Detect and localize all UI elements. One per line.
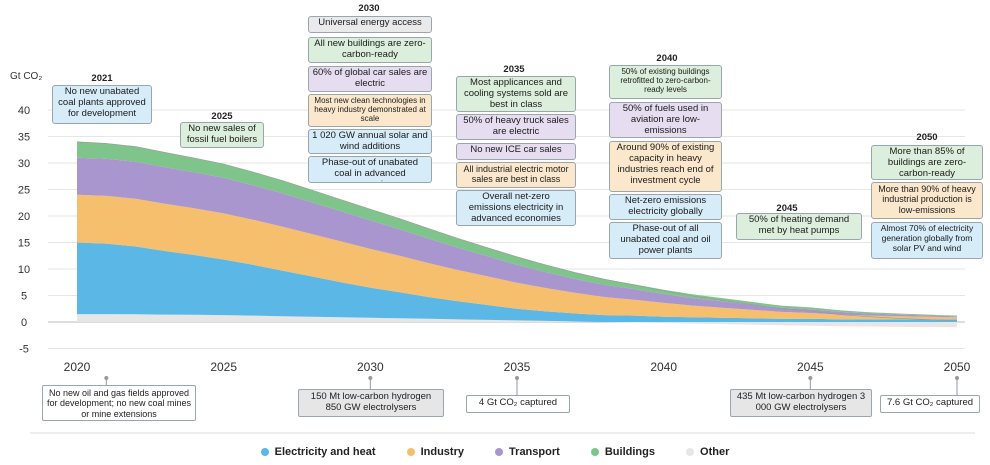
y-tick-label: 25 [18, 185, 30, 197]
note-2050-captured: 7.6 Gt CO₂ captured [880, 395, 980, 413]
year-label-2021: 2021 [91, 73, 113, 84]
legend-swatch-other [686, 448, 695, 457]
x-tick-label: 2045 [797, 360, 824, 374]
milestone-2030-car-sales: 60% of global car sales are electric [308, 66, 432, 92]
milestone-2035-electricity: Overall net-zero emissions electricity i… [456, 190, 576, 226]
milestone-2030-heavy-industry: Most new clean technologies in heavy ind… [308, 94, 432, 127]
y-tick-label: 10 [18, 264, 30, 276]
area-industry [77, 194, 957, 320]
note-leader-dot [368, 376, 373, 380]
milestone-2030-buildings: All new buildings are zero-carbon-ready [308, 37, 432, 63]
x-tick-label: 2040 [650, 360, 677, 374]
note-2021-oil-gas: No new oil and gas fields approved for d… [42, 385, 196, 421]
note-2045-hydrogen: 435 Mt low-carbon hydrogen 3 000 GW elec… [730, 389, 872, 417]
milestone-2040-aviation: 50% of fuels used in aviation are low-em… [609, 102, 722, 138]
note-leader-dot [104, 376, 109, 380]
note-2030-hydrogen: 150 Mt low-carbon hydrogen 850 GW electr… [298, 389, 444, 417]
milestone-2050-buildings: More than 85% of buildings are zero-carb… [871, 145, 983, 180]
y-tick-label: 30 [18, 158, 30, 170]
note-leader-dot [955, 376, 959, 380]
y-tick-label: 5 [21, 291, 27, 303]
milestone-2025-boilers: No new sales of fossil fuel boilers [180, 122, 264, 148]
year-label-2030: 2030 [358, 3, 380, 14]
milestone-2021-coal-plants: No new unabated coal plants approved for… [52, 85, 152, 124]
milestone-2050-solar-wind: Almost 70% of electricity generation glo… [871, 222, 983, 259]
legend-item-buildings: Buildings [590, 446, 655, 458]
y-tick-label: 20 [18, 211, 30, 223]
legend-label-industry: Industry [420, 446, 464, 458]
year-label-2035: 2035 [503, 64, 525, 75]
year-label-2050: 2050 [916, 132, 938, 143]
legend-label-other: Other [700, 446, 730, 458]
year-label-2045: 2045 [776, 203, 798, 214]
y-tick-label: 40 [18, 105, 30, 117]
area-transport [77, 157, 957, 318]
milestone-2030-solar-wind: 1 020 GW annual solar and wind additions [308, 129, 432, 154]
milestone-2030-coal-phaseout: Phase-out of unabated coal in advanced e… [308, 156, 432, 183]
net-emissions-line [76, 141, 958, 322]
legend-item-electricity: Electricity and heat [260, 446, 376, 458]
legend-swatch-industry [406, 448, 415, 457]
y-tick-label: 0 [21, 317, 27, 329]
x-tick-label: 2050 [944, 360, 971, 374]
x-tick-label: 2020 [64, 360, 91, 374]
note-2035-captured: 4 Gt CO₂ captured [466, 395, 570, 413]
area-electricity-and-heat [77, 242, 957, 322]
milestone-2050-industry: More than 90% of heavy industrial produc… [871, 182, 983, 219]
milestone-2040-heavy-industry: Around 90% of existing capacity in heavy… [609, 141, 722, 192]
y-tick-label: 35 [18, 132, 30, 144]
milestone-2035-trucks: 50% of heavy truck sales are electric [456, 114, 576, 140]
legend-label-transport: Transport [509, 446, 560, 458]
legend-item-other: Other [686, 446, 729, 458]
note-leader-dot [808, 376, 813, 380]
milestone-2045-heat-pumps: 50% of heating demand met by heat pumps [736, 213, 862, 240]
legend-item-transport: Transport [495, 446, 560, 458]
milestone-2030-energy-access: Universal energy access [308, 16, 432, 33]
legend-swatch-electricity [260, 448, 269, 457]
milestone-2040-buildings: 50% of existing buildings retrofitted to… [609, 65, 722, 99]
legend-item-industry: Industry [406, 446, 464, 458]
x-tick-label: 2025 [210, 360, 237, 374]
chart-legend: Electricity and heat Industry Transport … [0, 446, 990, 458]
area-other [77, 314, 957, 328]
legend-swatch-buildings [590, 448, 599, 457]
milestone-2035-ice-cars: No new ICE car sales [456, 143, 576, 160]
milestone-2040-coal-oil: Phase-out of all unabated coal and oil p… [609, 222, 722, 259]
x-tick-label: 2035 [504, 360, 531, 374]
y-tick-label: 15 [18, 238, 30, 250]
y-tick-label: -5 [19, 344, 29, 356]
year-label-2025: 2025 [211, 111, 233, 122]
x-tick-label: 2030 [357, 360, 384, 374]
milestone-2035-motors: All industrial electric motor sales are … [456, 162, 576, 188]
area-layer [76, 141, 958, 328]
milestone-2035-appliances: Most applicances and cooling systems sol… [456, 76, 576, 112]
year-label-2040: 2040 [656, 53, 678, 64]
milestone-2040-electricity: Net-zero emissions electricity globally [609, 194, 722, 220]
legend-label-buildings: Buildings [604, 446, 655, 458]
legend-label-electricity: Electricity and heat [274, 446, 376, 458]
y-axis-title: Gt CO₂ [10, 71, 42, 82]
legend-swatch-transport [495, 448, 504, 457]
note-leader-dot [515, 376, 519, 380]
